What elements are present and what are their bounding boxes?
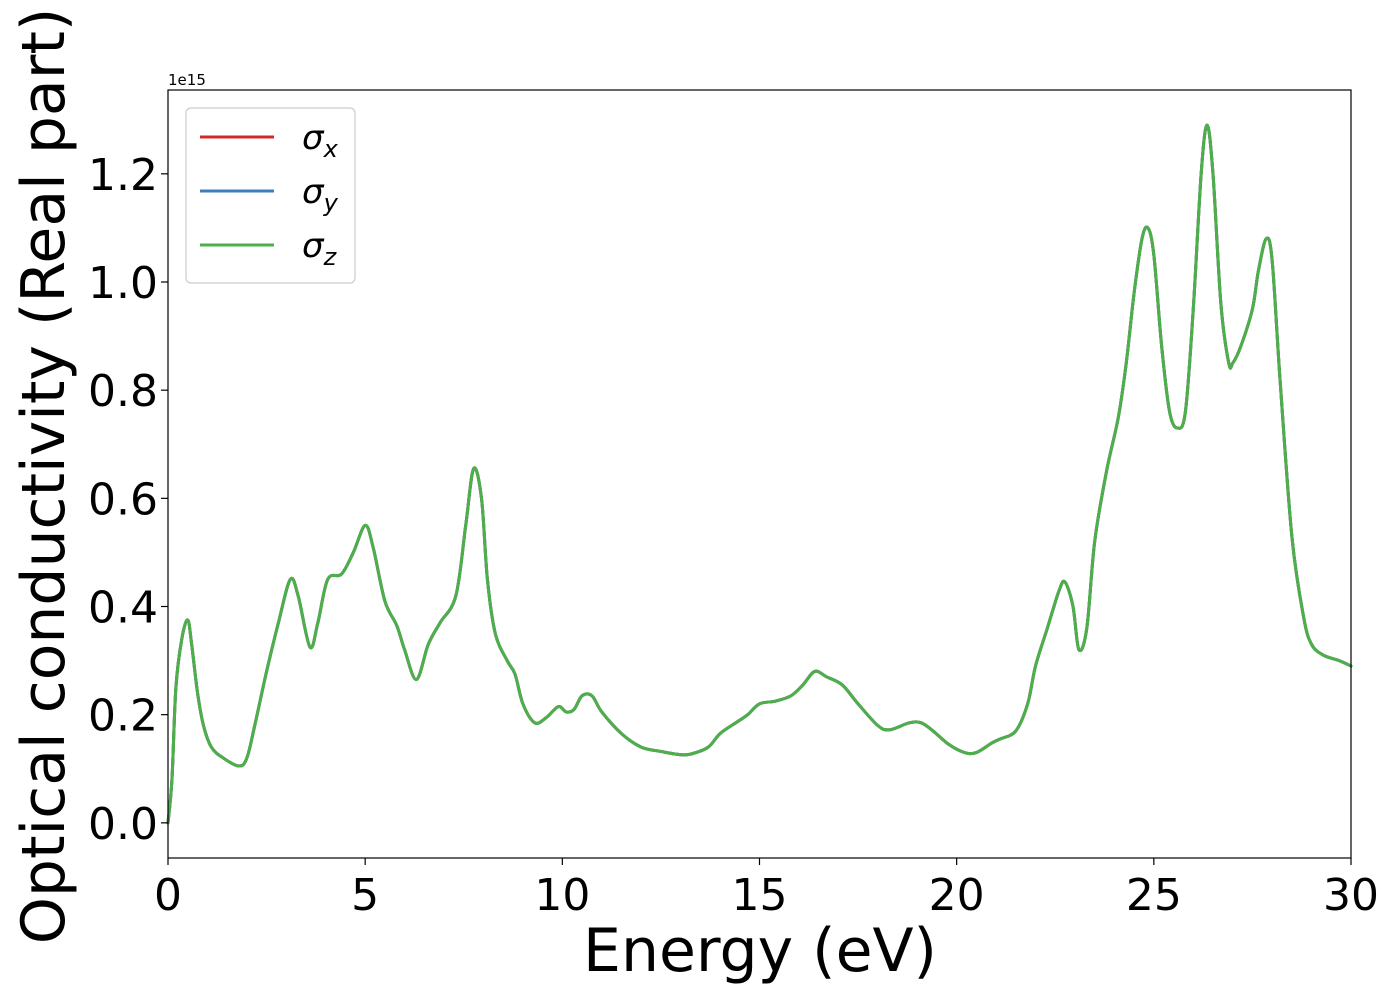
offset-text: 1e15 [168, 71, 206, 89]
x-tick-label: 5 [351, 870, 379, 921]
legend-box [185, 107, 356, 284]
y-tick-label: 0.6 [88, 474, 158, 525]
series-line-z [166, 123, 1353, 825]
legend-label-sigma-x: σx [302, 118, 339, 163]
y-tick-label: 0.4 [88, 583, 158, 634]
plot-background [168, 90, 1351, 858]
x-tick-label: 25 [1126, 870, 1182, 921]
y-tick-label: 0.2 [88, 691, 158, 742]
y-tick-label: 0.8 [88, 366, 158, 417]
x-tick-label: 10 [534, 870, 590, 921]
x-axis-ticks: 0 5 10 15 20 25 30 [154, 858, 1379, 921]
y-tick-label: 1.2 [88, 150, 158, 201]
y-axis-label: Optical conductivity (Real part) [9, 8, 79, 945]
y-tick-label: 1.0 [88, 258, 158, 309]
x-tick-label: 15 [732, 870, 788, 921]
x-axis-label: Energy (eV) [583, 916, 937, 986]
x-tick-label: 20 [929, 870, 985, 921]
y-tick-label: 0.0 [88, 799, 158, 850]
x-tick-label: 30 [1323, 870, 1379, 921]
legend-label-sigma-z: σz [302, 226, 338, 271]
legend-label-sigma-y: σy [302, 172, 339, 217]
x-tick-label: 0 [154, 870, 182, 921]
y-axis-ticks: 0.0 0.2 0.4 0.6 0.8 1.0 1.2 [88, 150, 168, 850]
legend: σx σy σz [185, 107, 356, 284]
series-layer [166, 123, 1353, 825]
